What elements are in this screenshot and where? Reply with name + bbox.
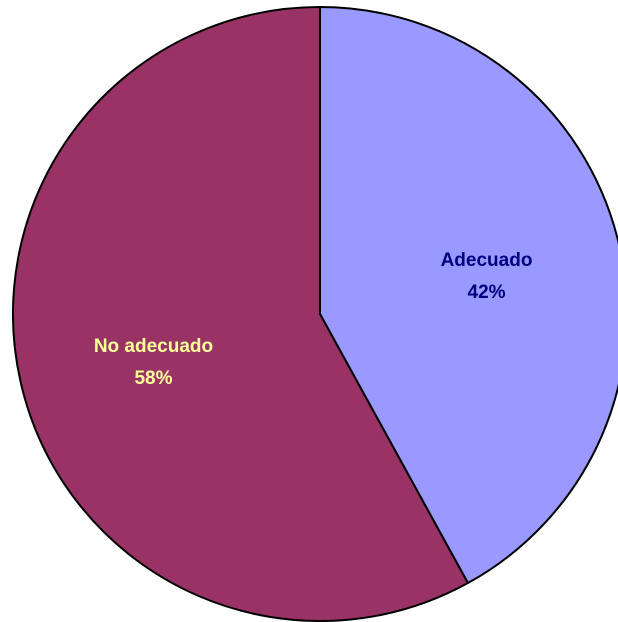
slice-label-adecuado: Adecuado	[441, 250, 533, 271]
pie-slices	[12, 6, 618, 622]
pie-slice-adecuado	[319, 6, 618, 585]
pie-slice-no-adecuado	[12, 6, 469, 622]
slice-percent-adecuado: 42%	[468, 282, 506, 303]
slice-label-no-adecuado: No adecuado	[94, 336, 213, 357]
pie-labels: Adecuado 42% No adecuado 58%	[94, 250, 533, 389]
slice-percent-no-adecuado: 58%	[134, 368, 172, 389]
